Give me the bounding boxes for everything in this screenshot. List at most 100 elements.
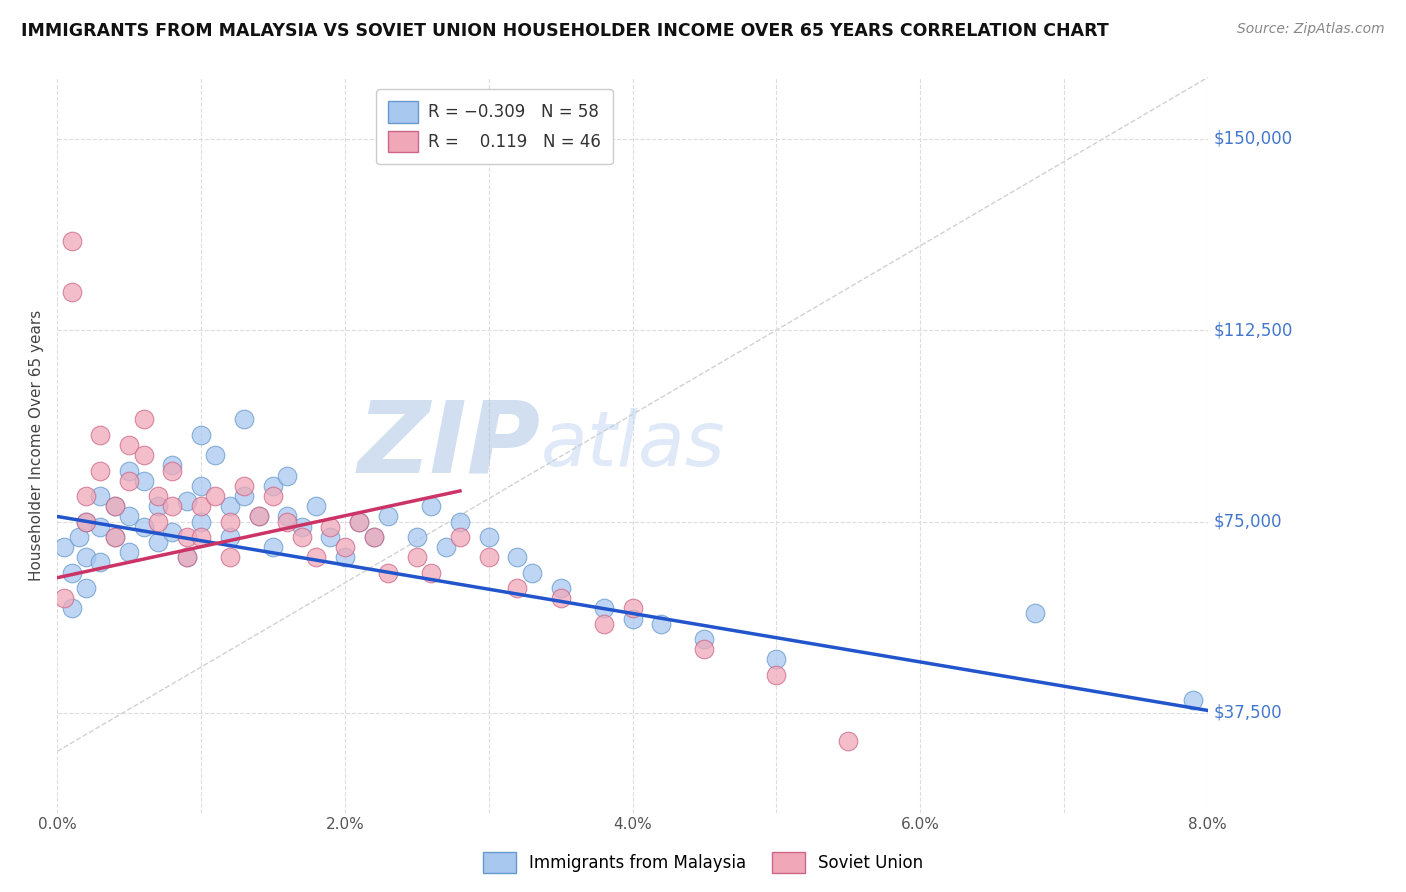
Point [478,530,501,544]
Point [349,515,371,529]
Point [363,530,385,544]
Point [650,616,672,631]
Text: Source: ZipAtlas.com: Source: ZipAtlas.com [1237,22,1385,37]
Point [89,489,111,503]
Point [89,555,111,569]
Point [506,581,529,595]
Point [190,515,212,529]
Point [146,515,169,529]
Point [104,530,127,544]
Point [276,509,298,524]
Point [218,530,240,544]
Point [449,530,471,544]
Point [592,616,614,631]
Point [104,530,127,544]
Point [291,519,314,533]
Point [693,632,716,646]
Point [218,515,240,529]
Point [291,530,314,544]
Point [621,601,644,615]
Point [60,234,83,248]
Point [132,412,155,426]
Point [89,519,111,533]
Text: atlas: atlas [540,408,725,482]
Point [765,667,787,681]
Point [146,535,169,549]
Point [276,468,298,483]
Point [67,530,90,544]
Point [146,500,169,514]
Point [176,550,198,565]
Point [449,515,471,529]
Point [204,448,226,462]
Point [262,479,284,493]
Point [420,566,443,580]
Point [218,500,240,514]
Text: $37,500: $37,500 [1213,704,1282,722]
Point [75,550,97,565]
Point [319,519,342,533]
Point [104,500,127,514]
Point [233,489,256,503]
Point [233,479,256,493]
Point [132,474,155,488]
Point [377,566,399,580]
Point [592,601,614,615]
Point [1182,693,1205,707]
Point [520,566,543,580]
Point [262,489,284,503]
Point [405,530,427,544]
Point [176,550,198,565]
Point [550,591,572,606]
Point [53,540,76,554]
Point [218,550,240,565]
Point [506,550,529,565]
Point [60,566,83,580]
Point [233,412,256,426]
Point [262,540,284,554]
Point [162,524,184,539]
Text: $150,000: $150,000 [1213,129,1292,148]
Point [377,509,399,524]
Point [319,530,342,544]
Point [305,500,328,514]
Point [190,479,212,493]
Point [420,500,443,514]
Point [162,458,184,473]
Point [305,550,328,565]
Point [693,642,716,657]
Point [118,463,141,477]
Text: $75,000: $75,000 [1213,513,1282,531]
Text: $112,500: $112,500 [1213,321,1294,339]
Point [118,474,141,488]
Point [75,489,97,503]
Point [118,438,141,452]
Point [276,515,298,529]
Point [89,427,111,442]
Point [132,519,155,533]
Point [53,591,76,606]
Legend: Immigrants from Malaysia, Soviet Union: Immigrants from Malaysia, Soviet Union [477,846,929,880]
Text: IMMIGRANTS FROM MALAYSIA VS SOVIET UNION HOUSEHOLDER INCOME OVER 65 YEARS CORREL: IMMIGRANTS FROM MALAYSIA VS SOVIET UNION… [21,22,1109,40]
Point [176,494,198,508]
Point [118,545,141,559]
Point [333,540,356,554]
Point [118,509,141,524]
Point [363,530,385,544]
Point [104,500,127,514]
Point [190,530,212,544]
Point [434,540,457,554]
Point [75,515,97,529]
Point [478,550,501,565]
Point [190,500,212,514]
Y-axis label: Householder Income Over 65 years: Householder Income Over 65 years [30,310,44,581]
Point [1024,607,1046,621]
Point [190,427,212,442]
Point [162,463,184,477]
Point [204,489,226,503]
Point [75,515,97,529]
Text: ZIP: ZIP [357,396,540,493]
Point [176,530,198,544]
Point [405,550,427,565]
Point [765,652,787,666]
